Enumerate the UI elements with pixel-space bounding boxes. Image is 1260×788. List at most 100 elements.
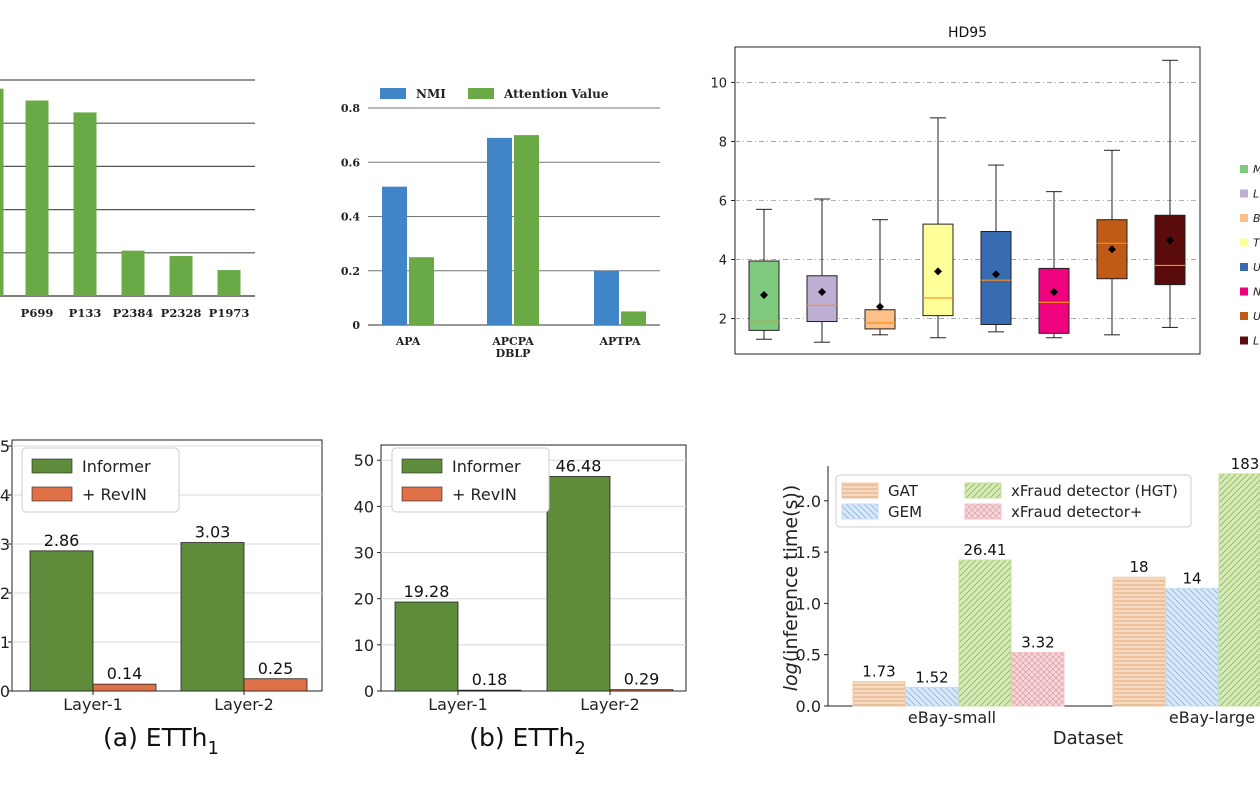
legend-label: xFraud detector+ (1011, 503, 1142, 521)
x-tick-label: eBay-large (1169, 708, 1255, 727)
box (864, 309, 896, 330)
data-label: 14 (1182, 569, 1201, 587)
bar (25, 100, 49, 297)
legend-swatch (1240, 312, 1248, 320)
bar-informer (29, 550, 94, 692)
legend-swatch (841, 503, 879, 520)
mean-marker (1108, 245, 1116, 254)
legend-swatch (1240, 214, 1248, 222)
y-tick-label: 40 (354, 497, 374, 516)
y-tick-label: 0.5 (796, 646, 821, 665)
legend-label: xFraud detector (HGT) (1011, 482, 1178, 500)
y-tick-label: 2 (719, 313, 727, 328)
bar-gat (1112, 576, 1166, 707)
legend-label: Informer (452, 457, 521, 476)
bar-attention-value (621, 311, 646, 325)
legend-swatch (964, 482, 1002, 499)
mean-marker (818, 288, 826, 297)
y-axis-label-rest: (inference time(s)) (780, 485, 802, 662)
x-axis-label: DBLP (496, 347, 531, 360)
y-tick-label: 6 (719, 195, 727, 210)
legend-frame (835, 474, 1192, 528)
bar (0, 88, 4, 296)
data-label: 1.73 (862, 663, 895, 681)
bar-informer (394, 601, 459, 692)
y-tick-label: 10 (354, 636, 374, 655)
data-label: 1.52 (915, 668, 948, 686)
legend-label: + RevIN (452, 485, 517, 504)
y-tick-label: 0.2 (341, 265, 360, 278)
legend-label: M (1253, 163, 1260, 176)
y-tick-label: 2 (0, 584, 10, 603)
chart-p3-hd95-boxplot: HD95246810MLBTUNUL (710, 25, 1260, 355)
legend-swatch (964, 503, 1002, 520)
bar-gem (1165, 587, 1219, 707)
x-tick-label: P1973 (209, 306, 250, 320)
legend-swatch (468, 88, 494, 99)
x-tick-label: P2384 (113, 306, 154, 320)
box (1154, 214, 1186, 286)
legend-label: U (1253, 310, 1260, 323)
legend-swatch (1240, 336, 1248, 345)
x-tick-label: P2328 (161, 306, 202, 320)
legend-label: T (1253, 237, 1260, 250)
bar-xfrauddetector+ (1011, 652, 1065, 707)
legend-swatch (1240, 165, 1248, 173)
bar-revin (92, 683, 157, 692)
data-label: 3.32 (1021, 634, 1054, 652)
x-tick-label: Layer-1 (63, 695, 123, 714)
y-tick-label: 4 (719, 254, 727, 269)
y-tick-label: 0 (364, 682, 374, 701)
chart-title: HD95 (948, 25, 987, 41)
mean-marker (992, 270, 1000, 279)
chart-caption: (b) ETTh2 (469, 723, 586, 759)
caption-text: (b) ETTh (469, 723, 574, 752)
legend-label: + RevIN (82, 485, 147, 504)
y-tick-label: 50 (354, 451, 374, 470)
y-tick-label: 20 (354, 590, 374, 609)
y-tick-label: 30 (354, 544, 374, 563)
x-tick-label: APTPA (599, 335, 641, 348)
data-label: 3.03 (195, 523, 231, 542)
y-tick-label: 2.0 (796, 492, 821, 511)
plot-frame (11, 439, 323, 692)
data-label: 0.14 (107, 664, 143, 683)
legend-swatch (401, 486, 443, 502)
box (748, 260, 780, 331)
bar-nmi (382, 186, 407, 325)
bar-informer (546, 476, 611, 692)
data-label: 46.48 (556, 456, 602, 475)
bar-revin (609, 689, 674, 692)
x-tick-label: APCPA (491, 335, 534, 348)
chart-p2-nmi-attention: 0 0.2 0.4 0.6 0.8 APA APCPA APTPA DBLP NMI Attenti… (341, 87, 660, 360)
data-label: 183 (1231, 455, 1260, 473)
legend-label: U (1253, 261, 1260, 274)
bar-gat (852, 681, 906, 707)
mean-marker (1050, 288, 1058, 297)
bar-nmi (487, 137, 512, 325)
x-tick-label: APA (395, 335, 421, 348)
bar-xfrauddetectorhgt (1218, 473, 1260, 707)
data-label: 26.41 (964, 541, 1007, 559)
legend-swatch (31, 486, 73, 502)
legend-label: GAT (888, 482, 919, 500)
y-tick-label: 1 (0, 633, 10, 652)
x-tick-label: Layer-1 (428, 695, 488, 714)
legend-label: Attention Value (503, 87, 609, 101)
x-tick-label: eBay-small (908, 708, 996, 727)
y-tick-label: 0 (0, 682, 10, 701)
mean-marker (934, 267, 942, 276)
data-label: 0.25 (258, 659, 294, 678)
legend-swatch (31, 458, 73, 474)
caption-subscript: 2 (574, 738, 585, 759)
legend-swatch (1240, 287, 1248, 296)
legend-label: Informer (82, 457, 151, 476)
bar-gem (905, 686, 959, 707)
bar-nmi (594, 270, 619, 325)
bar-revin (243, 678, 308, 692)
legend-swatch (380, 88, 406, 99)
y-tick-label: 0.0 (796, 697, 821, 716)
x-tick-label: P699 (21, 306, 54, 320)
bar (121, 250, 145, 296)
